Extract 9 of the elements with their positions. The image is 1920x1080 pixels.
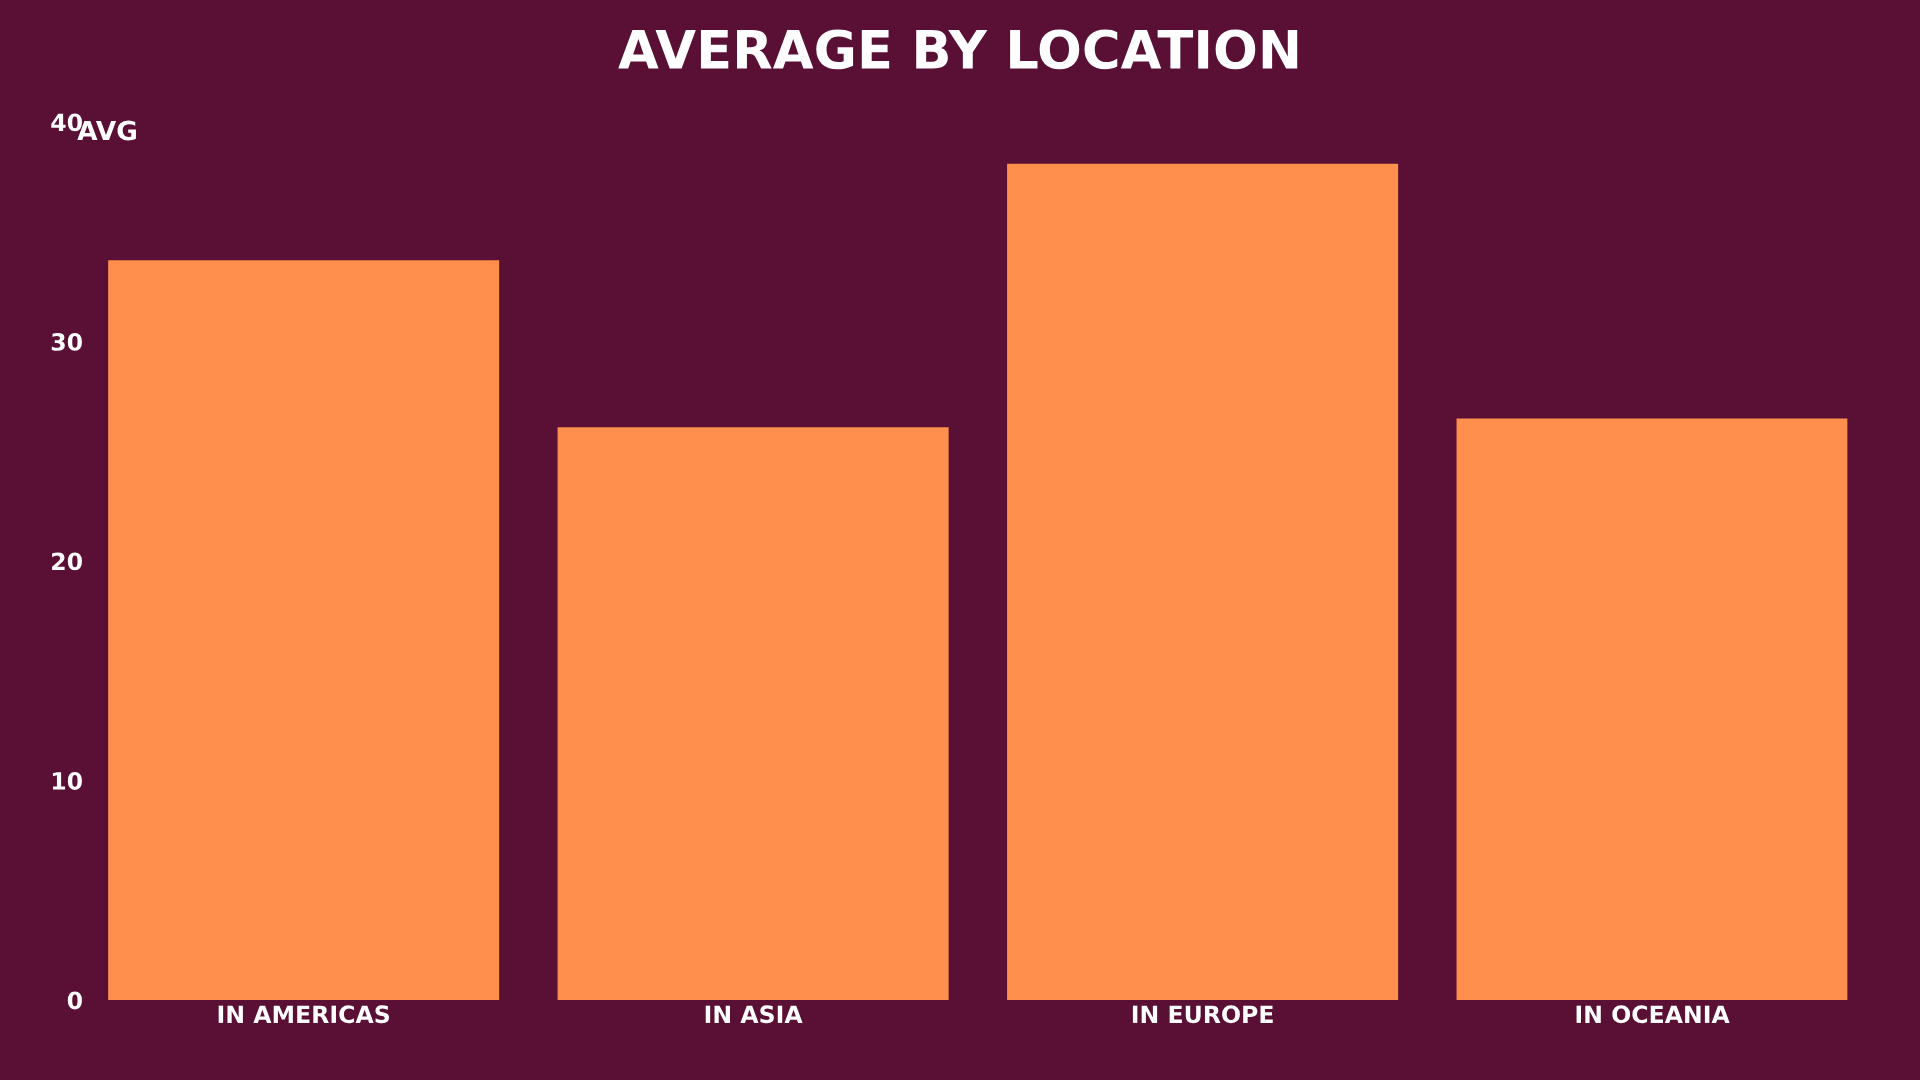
y-tick-label: 20 (52, 552, 82, 571)
x-tick-label: IN EUROPE (1132, 1005, 1273, 1024)
y-tick-label: 30 (51, 333, 82, 351)
x-tick-label: IN AMERICAS (218, 1005, 390, 1024)
x-tick-label: IN ASIA (705, 1005, 803, 1024)
y-tick-label: 0 (67, 991, 82, 1010)
y-tick-label: 10 (52, 772, 82, 790)
x-tick-label: IN OCEANIA (1576, 1005, 1730, 1024)
chart-title: AVERAGE BY LOCATION (618, 29, 1298, 70)
